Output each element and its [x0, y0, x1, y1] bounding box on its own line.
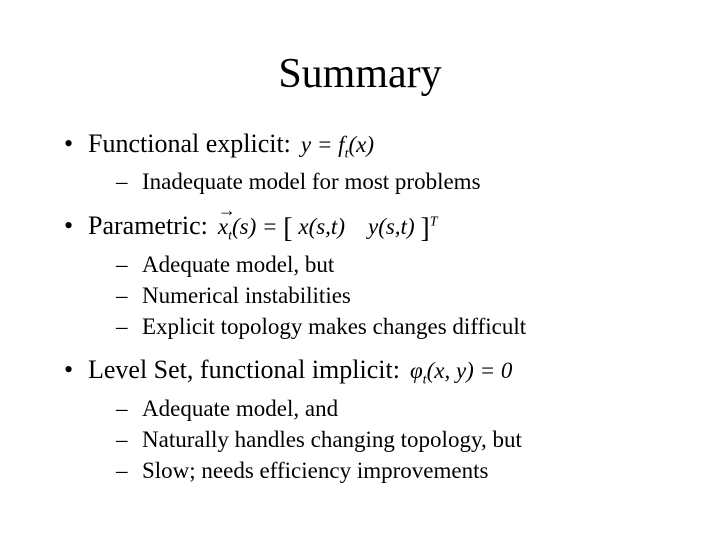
sub-list: Inadequate model for most problems	[88, 166, 660, 197]
slide-title: Summary	[60, 50, 660, 98]
formula-parametric: xt(s) = [ x(s,t) y(s,t) ]T	[218, 210, 438, 248]
formula-component: y(s,t)	[368, 214, 415, 239]
bullet-item: Level Set, functional implicit: φt(x, y)…	[60, 352, 660, 486]
formula-transpose: T	[430, 214, 438, 229]
bullet-label: Functional explicit:	[88, 126, 291, 161]
formula-level-set: φt(x, y) = 0	[410, 355, 512, 390]
equals-sign: =	[262, 214, 283, 239]
sub-item: Numerical instabilities	[116, 280, 660, 311]
formula-functional-explicit: y = ft(x)	[301, 129, 374, 164]
formula-component: x(s,t)	[298, 214, 345, 239]
formula-arg: y	[456, 358, 466, 383]
bullet-label: Level Set, functional implicit:	[88, 352, 400, 387]
slide: Summary Functional explicit: y = ft(x) I…	[0, 0, 720, 540]
formula-subscript: t	[228, 228, 232, 243]
formula-arg: x	[434, 358, 444, 383]
equals-sign: =	[317, 132, 338, 157]
vector-arrow-icon: x	[218, 211, 228, 242]
bullet-label: Parametric:	[88, 208, 208, 243]
sub-item: Adequate model, and	[116, 393, 660, 424]
bullet-item: Parametric: xt(s) = [ x(s,t) y(s,t) ]T A…	[60, 208, 660, 343]
sub-item: Explicit topology makes changes difficul…	[116, 311, 660, 342]
formula-rhs: 0	[501, 358, 513, 383]
formula-vector: x	[218, 214, 228, 239]
formula-lhs: y	[301, 132, 311, 157]
formula-param: s	[240, 214, 249, 239]
bullet-item: Functional explicit: y = ft(x) Inadequat…	[60, 126, 660, 198]
formula-fn: φ	[410, 358, 423, 383]
bullet-list: Functional explicit: y = ft(x) Inadequat…	[60, 126, 660, 486]
formula-subscript: t	[423, 373, 427, 388]
sub-list: Adequate model, and Naturally handles ch…	[88, 393, 660, 486]
sub-list: Adequate model, but Numerical instabilit…	[88, 249, 660, 342]
sub-item: Slow; needs efficiency improvements	[116, 455, 660, 486]
sub-item: Inadequate model for most problems	[116, 166, 660, 197]
sub-item: Naturally handles changing topology, but	[116, 424, 660, 455]
equals-sign: =	[480, 358, 501, 383]
left-bracket-icon: [	[283, 213, 292, 244]
formula-arg: x	[356, 132, 366, 157]
formula-subscript: t	[345, 147, 349, 162]
sub-item: Adequate model, but	[116, 249, 660, 280]
right-bracket-icon: ]	[420, 213, 429, 244]
